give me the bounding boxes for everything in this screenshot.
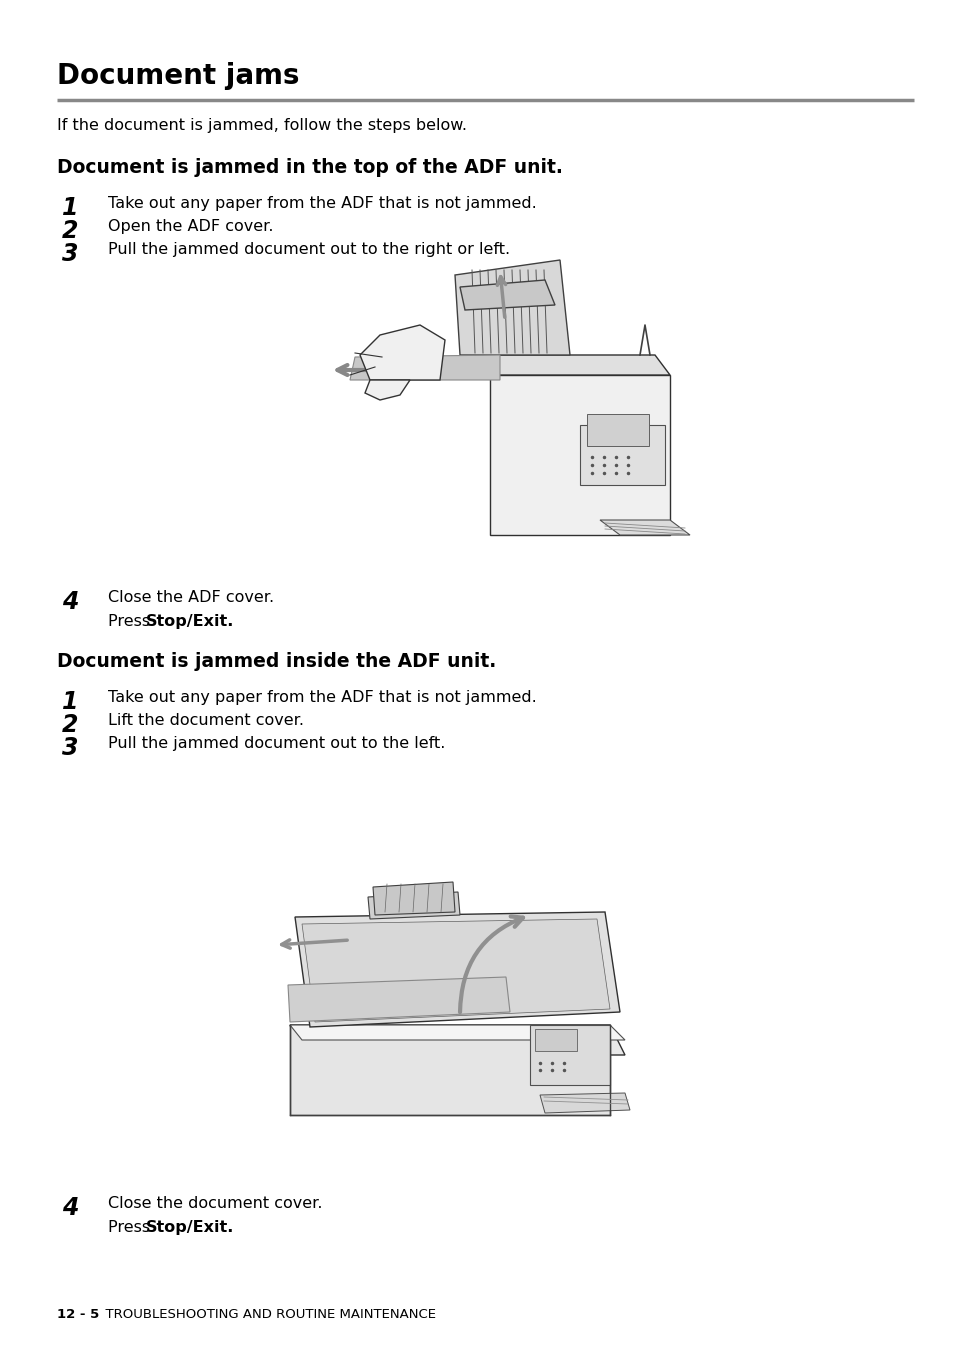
Text: 4: 4 bbox=[62, 589, 78, 614]
Polygon shape bbox=[294, 913, 619, 1028]
Polygon shape bbox=[579, 425, 664, 485]
Text: Take out any paper from the ADF that is not jammed.: Take out any paper from the ADF that is … bbox=[108, 690, 537, 704]
Polygon shape bbox=[365, 380, 410, 400]
Polygon shape bbox=[359, 324, 444, 380]
Polygon shape bbox=[599, 521, 689, 535]
Text: 3: 3 bbox=[62, 735, 78, 760]
Text: 3: 3 bbox=[62, 242, 78, 266]
Text: Press: Press bbox=[108, 1220, 155, 1234]
Polygon shape bbox=[459, 280, 555, 310]
Polygon shape bbox=[475, 356, 669, 375]
Text: Stop/Exit.: Stop/Exit. bbox=[146, 1220, 234, 1234]
Polygon shape bbox=[539, 1092, 629, 1113]
FancyBboxPatch shape bbox=[586, 414, 648, 446]
Text: Document is jammed inside the ADF unit.: Document is jammed inside the ADF unit. bbox=[57, 652, 496, 671]
Polygon shape bbox=[290, 1025, 624, 1040]
Polygon shape bbox=[302, 919, 609, 1022]
Text: If the document is jammed, follow the steps below.: If the document is jammed, follow the st… bbox=[57, 118, 467, 132]
Polygon shape bbox=[368, 892, 459, 919]
Text: 4: 4 bbox=[62, 1197, 78, 1220]
Text: Pull the jammed document out to the left.: Pull the jammed document out to the left… bbox=[108, 735, 445, 750]
Text: Press: Press bbox=[108, 614, 155, 629]
Text: 2: 2 bbox=[62, 713, 78, 737]
Polygon shape bbox=[350, 356, 499, 380]
Polygon shape bbox=[490, 375, 669, 535]
Text: Lift the document cover.: Lift the document cover. bbox=[108, 713, 304, 727]
Text: Take out any paper from the ADF that is not jammed.: Take out any paper from the ADF that is … bbox=[108, 196, 537, 211]
Polygon shape bbox=[290, 1025, 609, 1115]
Text: Document jams: Document jams bbox=[57, 62, 299, 91]
Text: TROUBLESHOOTING AND ROUTINE MAINTENANCE: TROUBLESHOOTING AND ROUTINE MAINTENANCE bbox=[97, 1307, 436, 1321]
Text: Open the ADF cover.: Open the ADF cover. bbox=[108, 219, 274, 234]
Text: Close the document cover.: Close the document cover. bbox=[108, 1197, 322, 1211]
Text: 12 - 5: 12 - 5 bbox=[57, 1307, 99, 1321]
FancyBboxPatch shape bbox=[535, 1029, 577, 1051]
Text: 2: 2 bbox=[62, 219, 78, 243]
Polygon shape bbox=[455, 260, 569, 356]
Text: 1: 1 bbox=[62, 690, 78, 714]
Text: 1: 1 bbox=[62, 196, 78, 220]
Polygon shape bbox=[288, 977, 510, 1022]
Text: Close the ADF cover.: Close the ADF cover. bbox=[108, 589, 274, 604]
Text: Stop/Exit.: Stop/Exit. bbox=[146, 614, 234, 629]
Polygon shape bbox=[530, 1025, 609, 1086]
Polygon shape bbox=[373, 882, 455, 915]
Text: Pull the jammed document out to the right or left.: Pull the jammed document out to the righ… bbox=[108, 242, 510, 257]
Text: Document is jammed in the top of the ADF unit.: Document is jammed in the top of the ADF… bbox=[57, 158, 562, 177]
Polygon shape bbox=[290, 1025, 624, 1055]
